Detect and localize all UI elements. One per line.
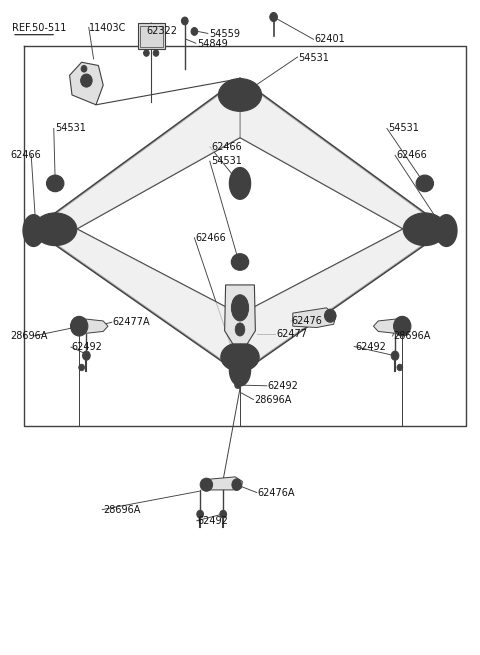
Text: 62492: 62492 <box>355 342 386 352</box>
Bar <box>140 26 163 47</box>
Ellipse shape <box>144 50 149 56</box>
Text: 62477A: 62477A <box>113 317 150 328</box>
Ellipse shape <box>391 351 399 360</box>
Ellipse shape <box>398 322 407 331</box>
Ellipse shape <box>420 179 429 187</box>
Text: 62466: 62466 <box>211 142 242 153</box>
Text: 11403C: 11403C <box>89 22 126 33</box>
Text: 62322: 62322 <box>146 26 178 36</box>
Ellipse shape <box>231 86 249 103</box>
Text: 54531: 54531 <box>55 123 86 134</box>
Ellipse shape <box>229 168 251 199</box>
Ellipse shape <box>235 362 245 378</box>
Ellipse shape <box>270 12 277 22</box>
Ellipse shape <box>181 17 188 25</box>
Text: 54559: 54559 <box>209 29 240 39</box>
Ellipse shape <box>436 215 457 246</box>
Ellipse shape <box>220 510 227 518</box>
Ellipse shape <box>47 175 64 192</box>
Ellipse shape <box>218 79 262 111</box>
Text: 62492: 62492 <box>198 515 228 526</box>
Text: 28696A: 28696A <box>11 331 48 341</box>
Ellipse shape <box>236 258 244 266</box>
Ellipse shape <box>79 364 84 371</box>
Ellipse shape <box>324 309 336 322</box>
Text: 54531: 54531 <box>299 52 329 63</box>
Polygon shape <box>373 318 402 334</box>
Text: 62466: 62466 <box>195 233 226 243</box>
Ellipse shape <box>153 50 159 56</box>
Text: 62476: 62476 <box>292 316 323 326</box>
Ellipse shape <box>416 175 433 192</box>
Ellipse shape <box>231 295 249 321</box>
Ellipse shape <box>221 343 259 371</box>
Text: 62466: 62466 <box>396 150 427 160</box>
Ellipse shape <box>236 369 244 378</box>
Polygon shape <box>293 308 336 328</box>
Text: 28696A: 28696A <box>394 331 431 341</box>
Ellipse shape <box>397 364 403 371</box>
Text: 28696A: 28696A <box>254 394 292 405</box>
Ellipse shape <box>204 481 209 488</box>
Polygon shape <box>34 229 240 373</box>
Ellipse shape <box>71 316 88 336</box>
Text: 62401: 62401 <box>314 34 345 45</box>
Ellipse shape <box>403 213 446 246</box>
Ellipse shape <box>231 253 249 271</box>
Ellipse shape <box>235 382 240 388</box>
Polygon shape <box>79 318 108 334</box>
Ellipse shape <box>28 223 39 238</box>
Ellipse shape <box>236 91 244 99</box>
Text: 54531: 54531 <box>211 156 242 166</box>
Ellipse shape <box>441 223 452 238</box>
Text: 54531: 54531 <box>388 123 419 134</box>
Polygon shape <box>240 79 446 229</box>
Text: 62492: 62492 <box>268 381 299 392</box>
Bar <box>138 23 165 49</box>
Ellipse shape <box>235 176 245 191</box>
Ellipse shape <box>75 322 84 331</box>
Text: 62476A: 62476A <box>258 487 295 498</box>
Text: REF.50-511: REF.50-511 <box>12 22 66 33</box>
Ellipse shape <box>51 179 60 187</box>
Text: 62492: 62492 <box>71 342 102 352</box>
Polygon shape <box>206 477 242 490</box>
Ellipse shape <box>197 510 204 518</box>
Ellipse shape <box>81 74 92 87</box>
Text: 54849: 54849 <box>197 39 228 49</box>
Ellipse shape <box>394 316 411 336</box>
Ellipse shape <box>235 323 245 336</box>
Ellipse shape <box>232 479 241 491</box>
Ellipse shape <box>34 213 77 246</box>
Ellipse shape <box>200 478 213 491</box>
Text: 62477: 62477 <box>276 329 307 339</box>
Ellipse shape <box>81 66 87 72</box>
Polygon shape <box>70 62 103 105</box>
Polygon shape <box>240 229 446 373</box>
Polygon shape <box>34 79 240 229</box>
Polygon shape <box>225 285 255 344</box>
Text: 62466: 62466 <box>11 150 41 160</box>
Ellipse shape <box>191 28 198 35</box>
Ellipse shape <box>229 354 251 386</box>
Ellipse shape <box>23 215 44 246</box>
Text: 28696A: 28696A <box>103 504 141 515</box>
Ellipse shape <box>83 351 90 360</box>
